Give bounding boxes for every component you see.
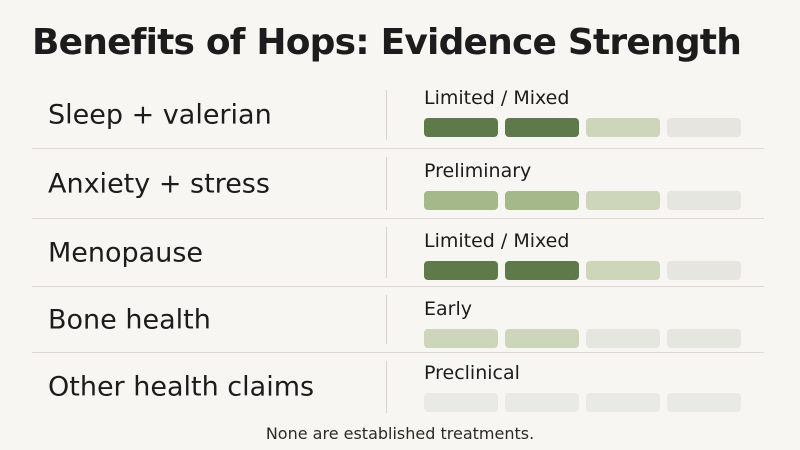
evidence-bar-1 bbox=[424, 261, 498, 280]
evidence-bars bbox=[424, 329, 744, 348]
evidence-bar-3 bbox=[586, 329, 660, 348]
evidence-bar-4 bbox=[667, 329, 741, 348]
evidence-bar-1 bbox=[424, 329, 498, 348]
evidence-bar-2 bbox=[505, 118, 579, 137]
row-evidence: Preliminary bbox=[424, 159, 744, 210]
evidence-bars bbox=[424, 191, 744, 210]
evidence-bar-2 bbox=[505, 329, 579, 348]
evidence-bar-3 bbox=[586, 191, 660, 210]
evidence-bar-1 bbox=[424, 393, 498, 412]
row-evidence: Preclinical bbox=[424, 361, 744, 412]
evidence-bars bbox=[424, 118, 744, 137]
evidence-bar-2 bbox=[505, 261, 579, 280]
evidence-row-sleep: Sleep + valerian Limited / Mixed bbox=[32, 82, 764, 149]
evidence-row-bone: Bone health Early bbox=[32, 287, 764, 353]
evidence-bar-1 bbox=[424, 191, 498, 210]
row-label: Anxiety + stress bbox=[48, 168, 270, 199]
evidence-level-label: Limited / Mixed bbox=[424, 230, 570, 252]
evidence-row-menopause: Menopause Limited / Mixed bbox=[32, 219, 764, 287]
row-label: Other health claims bbox=[48, 371, 315, 403]
row-evidence: Limited / Mixed bbox=[424, 86, 744, 137]
row-label: Sleep + valerian bbox=[48, 99, 272, 131]
evidence-bar-3 bbox=[586, 261, 660, 280]
evidence-bar-3 bbox=[586, 393, 660, 412]
row-evidence: Limited / Mixed bbox=[424, 229, 744, 280]
evidence-row-other: Other health claims Preclinical bbox=[32, 353, 764, 421]
evidence-bar-4 bbox=[667, 261, 741, 280]
evidence-level-label: Preclinical bbox=[424, 362, 520, 384]
row-divider bbox=[386, 361, 387, 413]
row-divider bbox=[386, 295, 387, 344]
evidence-bars bbox=[424, 393, 744, 412]
footnote: None are established treatments. bbox=[265, 424, 535, 443]
evidence-bar-2 bbox=[505, 393, 579, 412]
evidence-table: Sleep + valerian Limited / Mixed Anxiety… bbox=[32, 82, 764, 421]
row-evidence: Early bbox=[424, 297, 744, 348]
evidence-bar-4 bbox=[667, 118, 741, 137]
evidence-bar-4 bbox=[667, 393, 741, 412]
evidence-level-label: Limited / Mixed bbox=[424, 87, 570, 109]
row-divider bbox=[386, 90, 387, 140]
evidence-bar-4 bbox=[667, 191, 741, 210]
evidence-bar-3 bbox=[586, 118, 660, 137]
row-label: Bone health bbox=[48, 304, 211, 335]
evidence-level-label: Early bbox=[424, 298, 472, 320]
evidence-bars bbox=[424, 261, 744, 280]
evidence-bar-2 bbox=[505, 191, 579, 210]
row-label: Menopause bbox=[48, 237, 204, 268]
row-divider bbox=[386, 157, 387, 210]
evidence-bar-1 bbox=[424, 118, 498, 137]
page-title: Benefits of Hops: Evidence Strength bbox=[32, 22, 742, 63]
evidence-row-anxiety: Anxiety + stress Preliminary bbox=[32, 149, 764, 219]
evidence-level-label: Preliminary bbox=[424, 160, 532, 182]
row-divider bbox=[386, 227, 387, 278]
